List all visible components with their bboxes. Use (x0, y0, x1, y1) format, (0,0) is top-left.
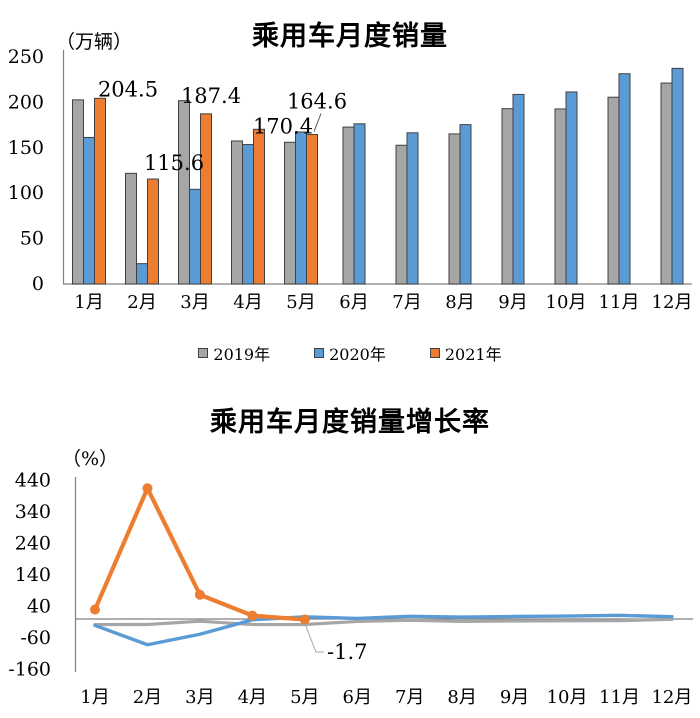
chart2-ytick-140: 140 (15, 564, 51, 586)
chart1-unit-label: （万辆） (56, 31, 133, 53)
chart1-month-3: 3月 (180, 292, 209, 313)
chart1-ytick-100: 100 (8, 182, 44, 204)
chart1-ytick-50: 50 (20, 228, 44, 250)
chart1-title: 乘用车月度销量 (252, 21, 448, 52)
legend-label-2020: 2020年 (329, 345, 386, 364)
chart1-month-10: 10月 (546, 292, 587, 313)
bar-value-label-m5: 164.6 (287, 90, 347, 114)
marker-s2-m2 (142, 483, 153, 494)
bar-s1-m10 (565, 91, 578, 285)
chart2-month-10: 10月 (547, 687, 588, 708)
bar-s1-m9 (512, 93, 525, 285)
bar-s2-m5 (306, 134, 318, 285)
chart1-ytick-200: 200 (8, 91, 44, 113)
chart2-month-5: 5月 (290, 687, 319, 708)
chart1-ytick-250: 250 (8, 46, 44, 68)
chart1-month-11: 11月 (599, 292, 640, 313)
bar-label-leader-line (313, 113, 322, 132)
chart2-month-6: 6月 (343, 687, 372, 708)
chart1-ytick-150: 150 (8, 137, 44, 159)
chart1-ytick-0: 0 (32, 273, 44, 295)
chart2-ytick-40: 40 (27, 595, 51, 617)
chart2-ytick--60: -60 (20, 627, 51, 649)
legend-item-2019: 2019年 (198, 341, 270, 365)
bar-s0-m12 (660, 82, 673, 285)
chart1-month-4: 4月 (233, 292, 262, 313)
bar-s1-m7 (406, 132, 419, 285)
bar-s0-m7 (395, 144, 408, 285)
bar-s1-m2 (136, 263, 148, 285)
annotation-leader-line (304, 623, 324, 653)
bar-s1-m3 (189, 188, 201, 285)
chart2-month-2: 2月 (133, 687, 162, 708)
bar-s0-m6 (342, 126, 355, 285)
chart2-month-4: 4月 (238, 687, 267, 708)
chart2-month-1: 1月 (80, 687, 109, 708)
chart2-month-9: 9月 (500, 687, 529, 708)
chart2-month-11: 11月 (599, 687, 640, 708)
legend-label-2021: 2021年 (444, 345, 502, 364)
bar-value-label-m3: 187.4 (181, 84, 241, 108)
bar-s2-m4 (253, 128, 265, 285)
bar-s1-m11 (618, 73, 631, 285)
legend-marker-2019 (198, 348, 209, 358)
bar-s2-m3 (200, 113, 212, 285)
chart2-month-8: 8月 (447, 687, 476, 708)
bar-s2-m2 (147, 178, 159, 285)
chart1-month-9: 9月 (498, 292, 527, 313)
growth-line-s0 (93, 617, 674, 627)
chart2-ytick-340: 340 (15, 501, 51, 523)
chart1-month-12: 12月 (652, 292, 693, 313)
bar-s1-m1 (83, 136, 95, 285)
chart1-legend: 2019年 2020年 2021年 (0, 341, 700, 365)
chart2-unit-label: （%） (62, 448, 119, 470)
chart2-ytick-240: 240 (15, 532, 51, 554)
annotation-value: -1.7 (327, 640, 368, 664)
bar-s1-m5 (295, 131, 307, 285)
chart1-month-6: 6月 (339, 292, 368, 313)
bar-s0-m11 (607, 96, 620, 285)
chart2-ytick-440: 440 (15, 469, 51, 491)
marker-s2-m4 (247, 610, 258, 621)
chart1-month-2: 2月 (127, 292, 156, 313)
bar-value-label-m4: 170.4 (253, 114, 313, 138)
chart2-month-7: 7月 (395, 687, 424, 708)
chart1-month-5: 5月 (286, 292, 315, 313)
bar-s1-m8 (459, 124, 472, 285)
bar-s0-m1 (72, 99, 84, 285)
marker-s2-m1 (90, 604, 100, 615)
legend-marker-2021 (429, 348, 440, 358)
bar-value-label-m2: 115.6 (144, 151, 204, 175)
chart2-month-12: 12月 (651, 687, 692, 708)
bar-s0-m5 (284, 141, 296, 285)
bar-s1-m4 (242, 144, 254, 285)
chart1-month-1: 1月 (74, 292, 103, 313)
bar-s1-m6 (353, 123, 366, 285)
legend-item-2021: 2021年 (429, 341, 502, 365)
bar-s0-m8 (448, 133, 461, 285)
bar-s1-m12 (671, 67, 684, 285)
chart1-month-8: 8月 (445, 292, 474, 313)
growth-line-s2 (92, 486, 307, 622)
bar-s2-m1 (94, 97, 106, 285)
bar-s0-m4 (231, 140, 243, 285)
growth-line-s1 (93, 613, 674, 647)
bar-s0-m2 (125, 172, 137, 285)
legend-item-2020: 2020年 (314, 341, 386, 365)
chart2-month-3: 3月 (185, 687, 214, 708)
bar-value-label-m1: 204.5 (98, 77, 158, 101)
bar-s0-m3 (178, 100, 190, 285)
chart1-month-7: 7月 (392, 292, 421, 313)
marker-s2-m3 (194, 589, 205, 600)
legend-label-2019: 2019年 (213, 345, 271, 364)
chart2-ytick--160: -160 (8, 658, 51, 680)
legend-marker-2020 (314, 348, 325, 358)
marker-s2-m5 (299, 614, 310, 625)
chart2-title: 乘用车月度销量增长率 (210, 407, 490, 438)
bar-s0-m10 (554, 108, 567, 285)
bar-s0-m9 (501, 108, 514, 285)
